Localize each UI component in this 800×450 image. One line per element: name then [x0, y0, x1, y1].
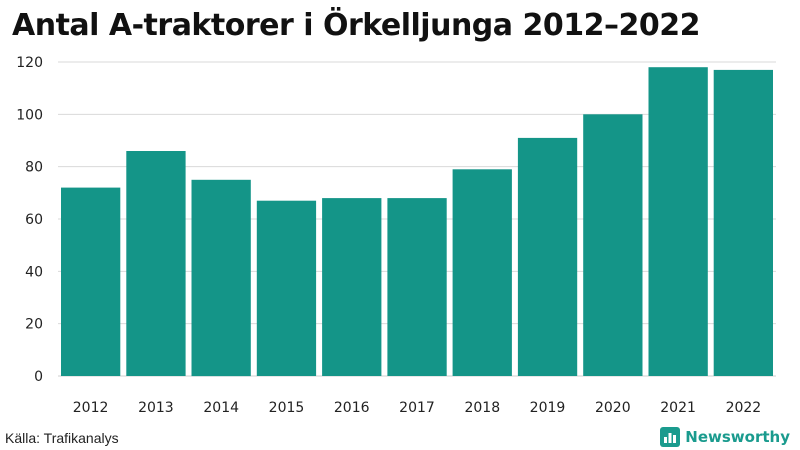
- y-tick-label: 80: [25, 160, 43, 176]
- x-tick-label: 2016: [334, 400, 370, 416]
- bar-2012: [61, 187, 121, 376]
- x-tick-label: 2014: [203, 400, 239, 416]
- newsworthy-logo-icon: [660, 427, 681, 447]
- bar-2015: [256, 200, 317, 376]
- bars: [61, 67, 773, 377]
- bar-2020: [583, 114, 643, 377]
- y-axis: 0 20 40 60 80 100 120: [16, 55, 43, 385]
- x-tick-label: 2022: [726, 400, 762, 416]
- x-tick-label: 2018: [464, 400, 500, 416]
- x-tick-label: 2012: [73, 400, 109, 416]
- bar-2018: [452, 169, 512, 376]
- bar-2017: [387, 198, 447, 376]
- y-tick-label: 120: [16, 55, 43, 71]
- brand-logo: Newsworthy: [660, 427, 790, 447]
- bar-2014: [191, 179, 251, 377]
- source-note: Källa: Trafikanalys: [5, 430, 119, 446]
- y-tick-label: 0: [34, 369, 43, 385]
- bar-2013: [126, 151, 186, 376]
- bar-2021: [648, 67, 708, 376]
- x-tick-label: 2013: [138, 400, 174, 416]
- y-tick-label: 40: [25, 264, 43, 280]
- chart-title: Antal A-traktorer i Örkelljunga 2012–202…: [12, 8, 700, 43]
- bar-2016: [322, 198, 382, 376]
- y-tick-label: 60: [25, 212, 43, 228]
- x-tick-label: 2019: [530, 400, 566, 416]
- bar-2019: [517, 137, 578, 376]
- x-tick-label: 2017: [399, 400, 435, 416]
- bar-2022: [713, 69, 773, 377]
- x-tick-label: 2015: [269, 400, 305, 416]
- x-axis: 2012 2013 2014 2015 2016 2017 2018 2019 2020 2021…: [73, 400, 761, 416]
- x-tick-label: 2021: [660, 400, 696, 416]
- x-tick-label: 2020: [595, 400, 631, 416]
- y-tick-label: 100: [16, 107, 43, 123]
- brand-name: Newsworthy: [685, 428, 790, 446]
- y-tick-label: 20: [25, 317, 43, 333]
